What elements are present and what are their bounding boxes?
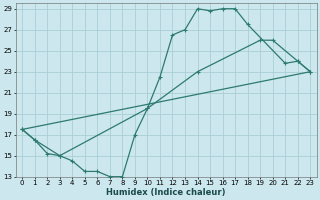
X-axis label: Humidex (Indice chaleur): Humidex (Indice chaleur) — [107, 188, 226, 197]
